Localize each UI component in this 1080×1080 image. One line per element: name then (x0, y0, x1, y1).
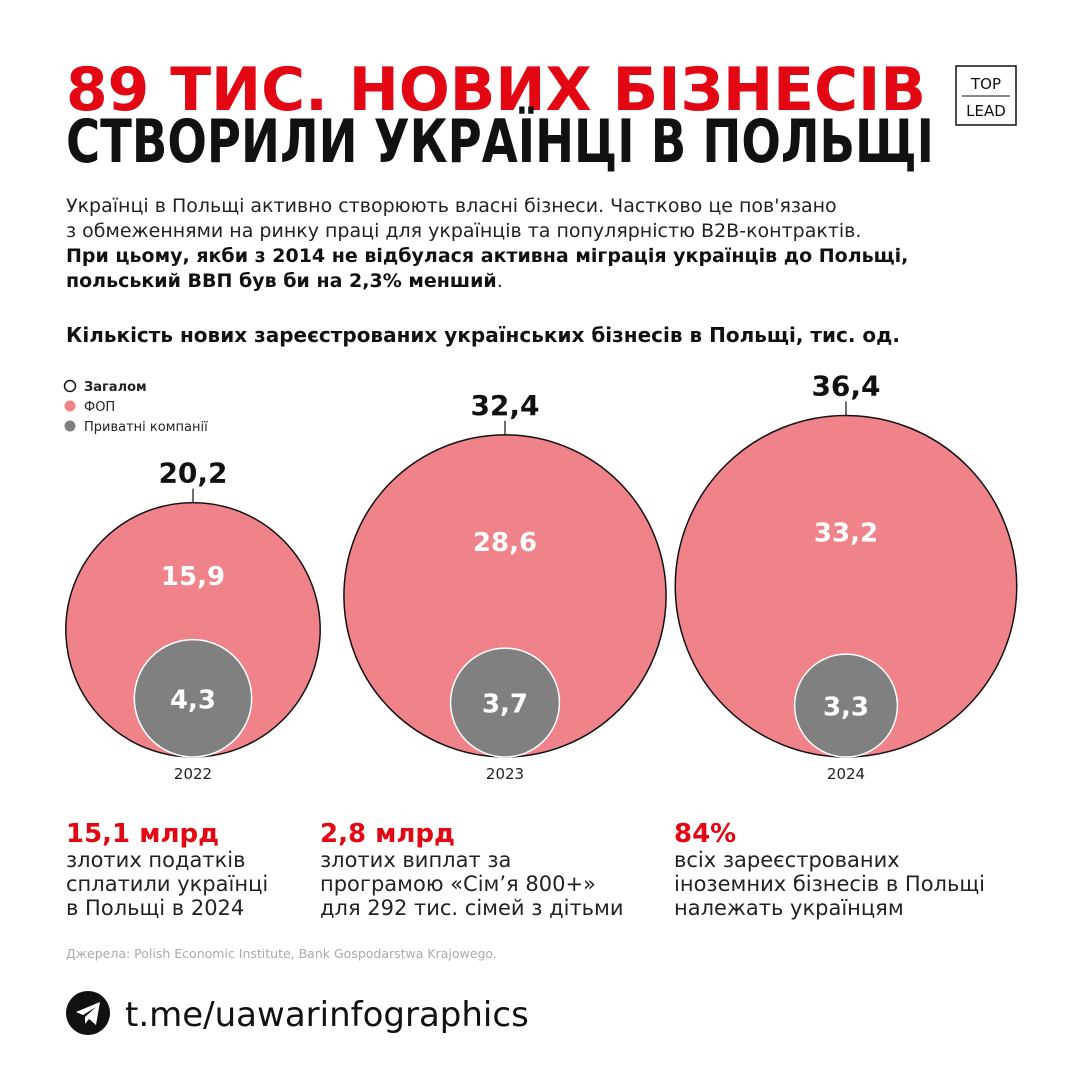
intro-bold: При цьому, якби з 2014 не відбулася акти… (66, 245, 908, 267)
telegram-icon (66, 991, 110, 1035)
total-label: 32,4 (470, 389, 539, 422)
total-label: 20,2 (158, 457, 227, 490)
stat-text: належать українцям (674, 896, 904, 920)
stat-text: сплатили українці (66, 872, 268, 896)
intro-line: Українці в Польщі активно створюють влас… (66, 195, 837, 217)
legend-swatch (64, 420, 76, 432)
stat-value: 84% (674, 819, 736, 849)
total-label: 36,4 (811, 370, 880, 403)
legend-label: ФОП (84, 400, 115, 415)
stat-text: в Польщі в 2024 (66, 896, 244, 920)
intro-line: з обмеженнями на ринку праці для українц… (66, 220, 861, 242)
stat-text: злотих виплат за (320, 848, 511, 872)
stat-text: іноземних бізнесів в Польщі (674, 872, 985, 896)
stat-text: злотих податків (66, 848, 246, 872)
company-bubble (133, 638, 253, 758)
intro-end: . (497, 270, 503, 292)
fop-label: 33,2 (814, 518, 878, 548)
chart-title: Кількість нових зареєстрованих українськ… (66, 323, 900, 347)
title: СТВОРИЛИ УКРАЇНЦІ В ПОЛЬЩІ (66, 105, 934, 177)
stat-text: для 292 тис. сімей з дітьми (320, 896, 624, 920)
stat-text: всіх зареєстрованих (674, 848, 900, 872)
legend-label: Загалом (84, 380, 147, 395)
company-bubble (793, 653, 899, 758)
stat-text: програмою «Сім’я 800+» (320, 872, 596, 896)
intro-bold-line: польський ВВП був би на 2,3% менший. (66, 270, 503, 292)
company-label: 4,3 (170, 685, 216, 715)
logo-text: TOP (970, 75, 1001, 93)
company-label: 3,3 (823, 693, 869, 723)
logo-box (955, 65, 1017, 126)
intro-bold: польський ВВП був би на 2,3% менший (66, 270, 497, 292)
telegram-plane (76, 1002, 100, 1025)
logo-text: LEAD (966, 102, 1006, 120)
source: Джерела: Polish Economic Institute, Bank… (66, 946, 497, 961)
stat-value: 15,1 млрд (66, 819, 219, 849)
x-tick-label: 2022 (174, 765, 212, 783)
x-tick-label: 2023 (486, 765, 524, 783)
stat-value: 2,8 млрд (320, 819, 455, 849)
chart: Загалом ФОП Приватні компанії 20,2 15,9 4,3 20… (63, 370, 1018, 783)
legend-swatch (63, 379, 77, 393)
company-label: 3,7 (482, 690, 528, 720)
footer-link[interactable]: t.me/uawarinfographics (125, 995, 529, 1035)
fop-label: 28,6 (473, 528, 537, 558)
title: 89 ТИС. НОВИХ БІЗНЕСІВ (66, 55, 926, 125)
legend-label: Приватні компанії (84, 420, 208, 435)
x-tick-label: 2024 (827, 765, 865, 783)
legend-swatch (64, 400, 76, 412)
company-bubble (449, 647, 561, 758)
fop-label: 15,9 (161, 562, 225, 592)
